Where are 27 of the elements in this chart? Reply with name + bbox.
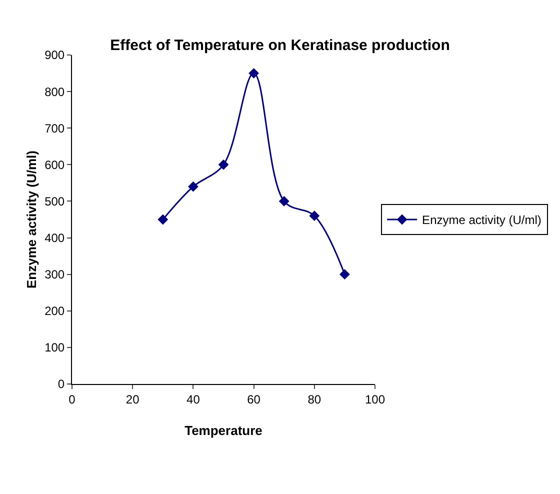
x-tick-label: 40	[186, 392, 200, 406]
x-tick-label: 80	[308, 392, 322, 406]
point	[158, 214, 168, 225]
y-tick-label: 600	[44, 158, 65, 172]
x-tick-label: 100	[364, 392, 386, 406]
y-tick-label: 400	[44, 230, 65, 245]
y-axis-title: Enzyme activity (U/ml)	[24, 150, 39, 288]
point	[188, 181, 198, 192]
legend-label: Enzyme activity (U/ml)	[422, 213, 542, 228]
y-tick-label: 100	[44, 340, 65, 355]
x-tick-label: 60	[247, 392, 261, 406]
point	[309, 210, 320, 222]
point	[218, 159, 229, 170]
y-tick-label: 900	[44, 48, 65, 62]
x-tick-label: 0	[68, 392, 76, 406]
chart-title: Effect of Temperature on Keratinase production	[110, 37, 450, 54]
point	[248, 68, 259, 78]
point	[340, 269, 350, 280]
y-tick-label: 200	[44, 304, 65, 318]
point	[278, 196, 290, 206]
y-tick-label: 700	[44, 121, 65, 136]
y-tick-label: 300	[44, 268, 65, 282]
y-tick-label: 800	[44, 84, 65, 99]
y-tick-label: 0	[58, 377, 65, 392]
x-axis-title: Temperature	[184, 423, 262, 438]
x-tick-label: 20	[126, 392, 140, 406]
y-tick-label: 500	[44, 194, 65, 208]
